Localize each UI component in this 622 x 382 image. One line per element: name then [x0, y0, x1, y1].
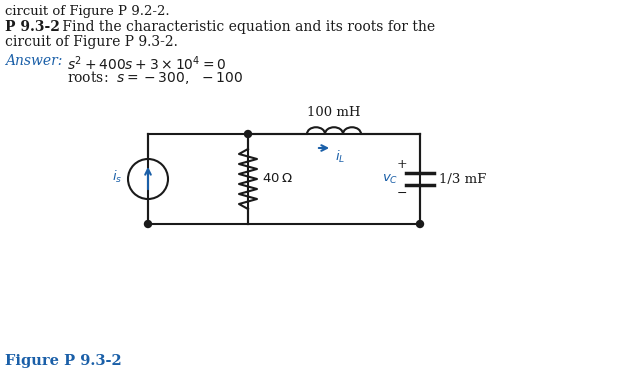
Text: −: − — [397, 186, 407, 199]
Text: Figure P 9.3-2: Figure P 9.3-2 — [5, 354, 122, 368]
Text: 1/3 mF: 1/3 mF — [439, 173, 486, 186]
Text: Answer:: Answer: — [5, 54, 62, 68]
Text: 100 mH: 100 mH — [307, 106, 361, 119]
Text: circuit of Figure P 9.3-2.: circuit of Figure P 9.3-2. — [5, 35, 178, 49]
Text: $v_C$: $v_C$ — [382, 172, 398, 186]
Text: +: + — [397, 159, 407, 172]
Circle shape — [144, 220, 152, 228]
Text: Find the characteristic equation and its roots for the: Find the characteristic equation and its… — [58, 20, 435, 34]
Text: P 9.3-2: P 9.3-2 — [5, 20, 60, 34]
Circle shape — [244, 131, 251, 138]
Text: $i_s$: $i_s$ — [112, 169, 122, 185]
Circle shape — [417, 220, 424, 228]
Text: $40\,\Omega$: $40\,\Omega$ — [262, 173, 292, 186]
Text: $s^2 + 400s + 3 \times 10^4 = 0$: $s^2 + 400s + 3 \times 10^4 = 0$ — [67, 54, 226, 73]
Text: $i_L$: $i_L$ — [335, 149, 345, 165]
Text: circuit of Figure P 9.2-2.: circuit of Figure P 9.2-2. — [5, 5, 170, 18]
Text: roots:  $s = -300, \;\; -100$: roots: $s = -300, \;\; -100$ — [67, 69, 243, 86]
